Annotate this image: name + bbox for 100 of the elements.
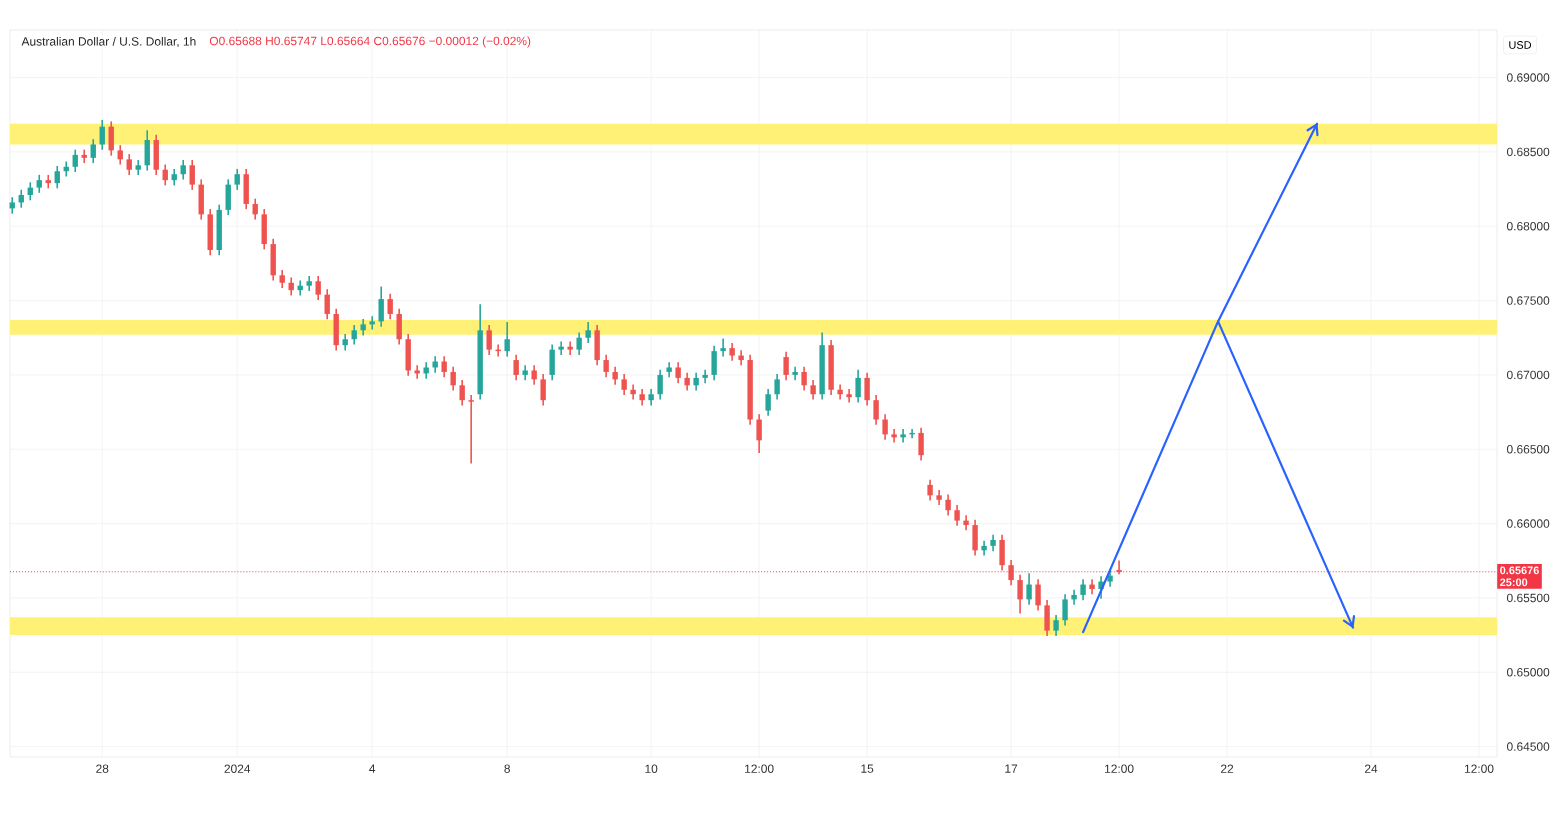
candlestick [432, 356, 438, 373]
candlestick [387, 293, 393, 320]
y-tick-label: 0.66000 [1506, 519, 1550, 528]
candlestick [1008, 559, 1014, 586]
candlestick [918, 427, 924, 461]
candlestick [126, 154, 132, 175]
candlestick [675, 362, 681, 384]
x-tick-label: 10 [645, 764, 658, 773]
candlestick [72, 149, 78, 173]
x-tick-label: 17 [1005, 764, 1018, 773]
candlestick [945, 494, 951, 516]
candlestick [963, 515, 969, 531]
candlestick [414, 365, 420, 379]
candlestick [1116, 560, 1122, 575]
x-tick-label: 2024 [224, 764, 251, 773]
candlestick [882, 414, 888, 440]
x-tick-label: 12:00 [1464, 764, 1494, 773]
candlestick [936, 490, 942, 506]
candlestick [576, 332, 582, 355]
candlestick [981, 540, 987, 556]
x-tick-label: 12:00 [745, 764, 774, 773]
candlestick [603, 354, 609, 378]
candlestick [1089, 579, 1095, 595]
candlestick [1053, 614, 1059, 636]
text: O0.65688 H0.65747 L0.65664 C0.65676 −0.00012 (−0.02%) [209, 36, 531, 48]
y-tick-label: 0.64500 [1506, 742, 1550, 751]
y-tick-label: 0.65500 [1506, 593, 1550, 603]
candlestick [558, 341, 564, 355]
candlestick [855, 369, 861, 403]
y-tick-label: 0.69000 [1506, 73, 1550, 82]
candlestick [954, 504, 960, 526]
candlestick [891, 429, 897, 443]
candlestick [738, 350, 744, 366]
x-tick-label: 12:00 [1105, 764, 1134, 773]
candlestick [630, 384, 636, 400]
x-tick-label: 28 [96, 764, 109, 773]
ref-line-label: 0.65676 [1500, 566, 1539, 575]
y-tick-label: 0.66500 [1506, 445, 1550, 454]
candlestick [864, 372, 870, 406]
y-tick-label: 0.65000 [1506, 668, 1550, 677]
candlestick [423, 362, 429, 379]
candlestick [1017, 574, 1023, 614]
candlestick [1062, 594, 1068, 626]
candlestick [369, 316, 375, 330]
candlestick [468, 394, 474, 464]
candlestick [459, 380, 465, 406]
candlestick [657, 369, 663, 400]
candlestick [567, 341, 573, 355]
candlestick [756, 414, 762, 454]
y-tick-label: 0.68000 [1506, 222, 1550, 231]
x-tick-label: 24 [1364, 764, 1378, 773]
candlestick [1071, 589, 1077, 605]
candlestick [711, 345, 717, 381]
candlestick [846, 388, 852, 403]
candlestick [135, 160, 141, 175]
candlestick [441, 356, 447, 378]
candlestick [306, 275, 312, 291]
candlestick [54, 165, 60, 189]
candlestick [774, 374, 780, 400]
candlestick [792, 366, 798, 381]
candlestick [621, 374, 627, 396]
candlestick [315, 275, 321, 300]
candlestick [1026, 573, 1032, 605]
candlestick [585, 322, 591, 343]
candlestick [927, 479, 933, 501]
text: 25:00 [1500, 578, 1528, 587]
y-tick-label: 0.68500 [1506, 147, 1550, 157]
candlestick [108, 121, 114, 156]
y-tick-label: 0.67000 [1506, 370, 1550, 380]
candlestick [666, 362, 672, 378]
candlestick [540, 374, 546, 406]
candlestick [873, 394, 879, 425]
candlestick [522, 365, 528, 381]
candlestick [81, 149, 87, 164]
candlestick [765, 388, 771, 416]
candlestick [189, 160, 195, 190]
candlestick [360, 319, 366, 336]
candlestick [837, 384, 843, 400]
candlestick [486, 325, 492, 355]
candlestick [45, 174, 51, 189]
x-tick-label: 4 [369, 764, 376, 773]
x-tick-label: 15 [861, 764, 874, 773]
candlestick [378, 286, 384, 327]
x-tick-label: 22 [1220, 764, 1234, 773]
candlestick [504, 322, 510, 357]
y-axis-title: USD [1509, 41, 1532, 49]
candlestick [801, 366, 807, 391]
candlestick [1080, 579, 1086, 601]
candlestick [9, 197, 15, 214]
x-tick-label: 8 [504, 764, 510, 773]
candlestick [720, 338, 726, 357]
candlestick [702, 369, 708, 384]
candlestick [783, 351, 789, 381]
text: Australian Dollar / U.S. Dollar, 1h [21, 36, 196, 48]
candlestick [324, 289, 330, 320]
candlestick [1035, 579, 1041, 611]
candlestick [450, 366, 456, 391]
candlestick [513, 354, 519, 381]
y-tick-label: 0.67500 [1506, 296, 1550, 305]
candlestick [90, 139, 96, 164]
